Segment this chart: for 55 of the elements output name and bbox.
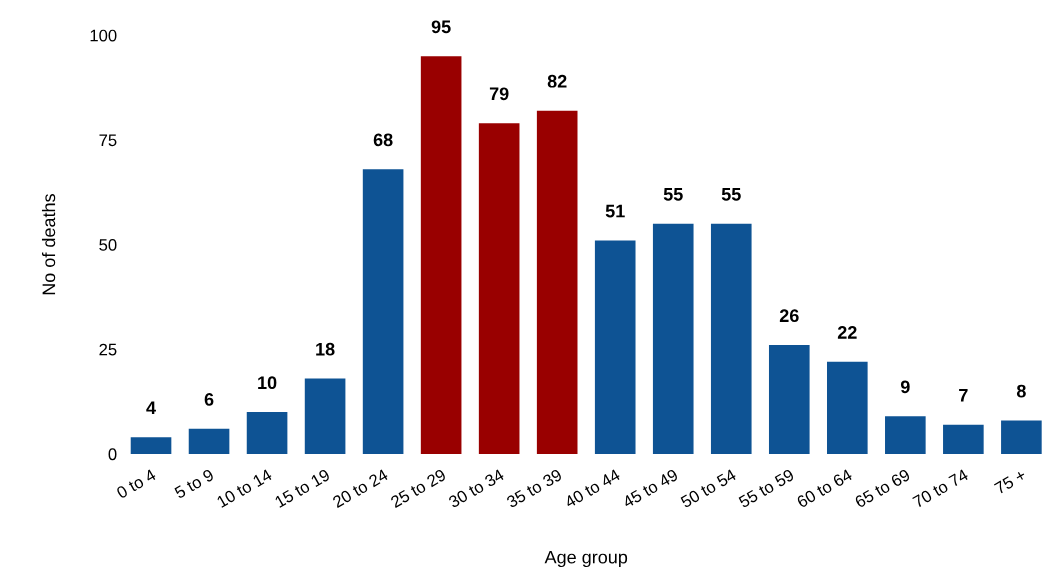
bar (710, 223, 752, 454)
y-tick-label: 75 (99, 134, 117, 147)
data-label: 79 (489, 87, 509, 101)
bar (246, 412, 288, 454)
data-label: 68 (373, 133, 393, 147)
y-tick-label: 100 (90, 29, 117, 42)
bar (768, 345, 810, 454)
x-tick-label: 60 to 64 (796, 468, 854, 509)
data-label: 55 (721, 188, 741, 201)
data-label: 7 (959, 389, 968, 402)
x-tick-label: 65 to 69 (854, 468, 911, 509)
x-tick-label: 10 to 14 (216, 468, 273, 508)
bar (1001, 420, 1042, 454)
bar (885, 416, 926, 454)
y-axis-title: No of deaths (41, 194, 56, 295)
y-tick-label: 50 (99, 239, 117, 251)
x-tick-label: 75 + (993, 468, 1027, 495)
data-label: 22 (837, 326, 857, 339)
bar (304, 378, 346, 454)
bar (943, 424, 984, 454)
x-tick-label: 0 to 4 (115, 468, 157, 499)
data-label: 4 (146, 401, 156, 414)
bar (827, 361, 868, 454)
data-label: 10 (258, 376, 277, 390)
x-tick-label: 15 to 19 (274, 468, 331, 508)
bar (188, 428, 230, 454)
y-tick-label: 0 (108, 448, 117, 461)
data-label: 95 (431, 20, 451, 34)
x-tick-label: 45 to 49 (621, 468, 679, 509)
x-tick-label: 40 to 44 (563, 468, 621, 509)
data-label: 9 (900, 380, 910, 394)
bar (130, 437, 172, 454)
x-tick-label: 5 to 9 (173, 468, 215, 499)
x-tick-label: 25 to 29 (389, 468, 447, 509)
x-tick-label: 55 to 59 (737, 468, 795, 509)
x-axis-title: Age group (544, 550, 628, 568)
y-tick-label: 25 (99, 343, 117, 356)
bar (478, 123, 520, 454)
bar (594, 240, 636, 454)
x-tick-label: 20 to 24 (331, 468, 389, 509)
data-label: 82 (547, 74, 567, 88)
x-tick-label: 30 to 34 (447, 468, 505, 509)
bar (536, 110, 578, 454)
data-label: 8 (1016, 384, 1026, 398)
bar (652, 223, 694, 454)
data-label: 26 (779, 309, 799, 323)
x-tick-label: 50 to 54 (679, 468, 737, 509)
data-label: 18 (316, 342, 335, 356)
data-label: 6 (204, 393, 214, 406)
data-label: 51 (605, 204, 625, 218)
data-label: 55 (663, 188, 683, 201)
x-tick-label: 70 to 74 (912, 468, 970, 509)
bar (362, 169, 404, 454)
x-tick-label: 35 to 39 (505, 468, 563, 509)
bar (420, 56, 462, 454)
